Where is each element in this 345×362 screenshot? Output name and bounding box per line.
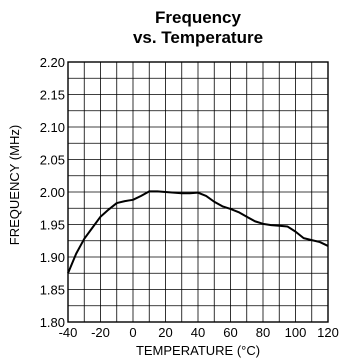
series-line-0 xyxy=(67,190,329,274)
y-tick-label: 2.00 xyxy=(40,185,65,200)
x-tick-label: 120 xyxy=(317,325,339,340)
y-tick-label: 2.10 xyxy=(40,120,65,135)
y-tick-label: 2.15 xyxy=(40,88,65,103)
x-tick-label: 100 xyxy=(285,325,307,340)
y-axis-label: FREQUENCY (MHz) xyxy=(7,125,22,245)
chart-title-line-1: Frequency xyxy=(155,8,242,27)
x-tick-label: 20 xyxy=(158,325,172,340)
grid-lines xyxy=(67,61,329,323)
x-tick-label: -20 xyxy=(91,325,110,340)
y-tick-label: 1.80 xyxy=(40,315,65,330)
chart-title-line-2: vs. Temperature xyxy=(133,28,263,47)
plot-frame xyxy=(67,61,329,323)
y-tick-labels: 1.80 1.85 1.90 1.95 2.00 2.05 2.10 2.15 2.20 xyxy=(40,55,65,330)
y-tick-label: 2.05 xyxy=(40,153,65,168)
x-tick-label: 40 xyxy=(191,325,205,340)
x-tick-label: 60 xyxy=(223,325,237,340)
x-tick-label: -40 xyxy=(59,325,78,340)
x-tick-label: 80 xyxy=(256,325,270,340)
y-tick-label: 1.90 xyxy=(40,250,65,265)
series-layer xyxy=(67,190,329,274)
y-tick-label: 2.20 xyxy=(40,55,65,70)
x-tick-label: 0 xyxy=(129,325,136,340)
y-tick-label: 1.85 xyxy=(40,283,65,298)
x-tick-labels: -40 -20 0 20 40 60 80 100 120 xyxy=(59,325,339,340)
x-axis-label: TEMPERATURE (°C) xyxy=(136,343,260,358)
y-tick-label: 1.95 xyxy=(40,218,65,233)
